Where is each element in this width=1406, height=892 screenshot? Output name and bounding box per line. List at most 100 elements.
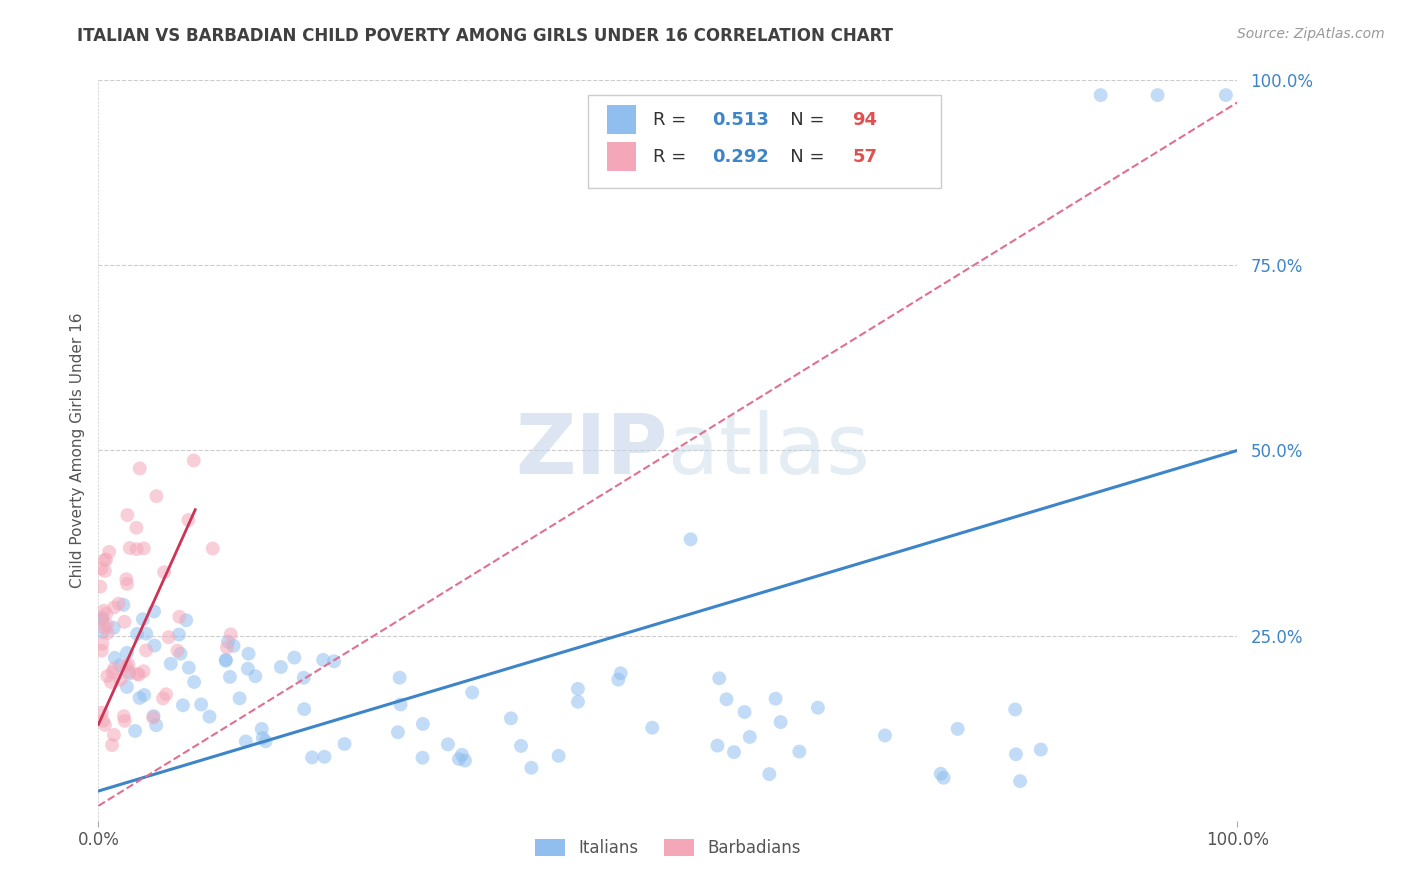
Point — [641, 721, 664, 735]
Point — [437, 737, 460, 751]
Point — [738, 730, 761, 744]
Point — [758, 767, 780, 781]
Point — [124, 723, 146, 738]
Point — [607, 673, 630, 687]
Point — [128, 667, 150, 681]
Point — [520, 761, 543, 775]
Point — [114, 714, 136, 728]
Point — [128, 461, 150, 475]
Y-axis label: Child Poverty Among Girls Under 16: Child Poverty Among Girls Under 16 — [69, 313, 84, 588]
Point — [159, 657, 181, 671]
Point — [90, 643, 112, 657]
Point — [228, 691, 250, 706]
Point — [217, 634, 239, 648]
Point — [91, 714, 114, 728]
Point — [1029, 742, 1052, 756]
Point — [135, 643, 157, 657]
Text: 0.513: 0.513 — [713, 111, 769, 128]
Point — [215, 653, 238, 667]
Point — [145, 489, 167, 503]
Text: 57: 57 — [852, 147, 877, 166]
Text: Source: ZipAtlas.com: Source: ZipAtlas.com — [1237, 27, 1385, 41]
Point — [91, 706, 114, 720]
Legend: Italians, Barbadians: Italians, Barbadians — [529, 832, 807, 864]
Point — [115, 680, 138, 694]
Point — [98, 545, 121, 559]
Point — [115, 646, 138, 660]
Point — [103, 621, 125, 635]
Point — [388, 671, 411, 685]
FancyBboxPatch shape — [607, 143, 636, 170]
Point — [153, 565, 176, 579]
Point — [142, 709, 165, 723]
Point — [215, 654, 238, 668]
Point — [929, 766, 952, 780]
Point — [567, 681, 589, 696]
Point — [174, 613, 197, 627]
Point — [115, 572, 138, 586]
Point — [125, 521, 148, 535]
Point — [107, 597, 129, 611]
Point — [873, 729, 896, 743]
Point — [115, 659, 138, 673]
Point — [96, 669, 118, 683]
Point — [115, 577, 138, 591]
Point — [143, 604, 166, 618]
Point — [499, 711, 522, 725]
FancyBboxPatch shape — [607, 105, 636, 134]
Point — [215, 640, 238, 655]
Point — [89, 580, 111, 594]
Point — [135, 626, 157, 640]
Point — [118, 665, 141, 679]
Point — [91, 613, 114, 627]
Point — [245, 669, 267, 683]
Point — [765, 691, 787, 706]
Point — [461, 685, 484, 699]
FancyBboxPatch shape — [588, 95, 941, 187]
Point — [1005, 747, 1028, 762]
Point — [183, 453, 205, 467]
Point — [609, 666, 631, 681]
Point — [169, 647, 191, 661]
Point — [270, 660, 292, 674]
Point — [1146, 88, 1168, 103]
Point — [387, 725, 409, 739]
Point — [118, 666, 141, 681]
Point — [91, 637, 114, 651]
Point — [734, 705, 756, 719]
Point — [112, 598, 135, 612]
Point — [145, 718, 167, 732]
Point — [94, 718, 117, 732]
Point — [314, 749, 336, 764]
Point — [157, 630, 180, 644]
Point — [90, 613, 112, 627]
Point — [100, 675, 122, 690]
Point — [389, 698, 412, 712]
Point — [1090, 88, 1112, 103]
Point — [172, 698, 194, 713]
Point — [132, 612, 155, 626]
Point — [250, 722, 273, 736]
Point — [1010, 774, 1032, 789]
Point — [412, 750, 434, 764]
Point — [103, 662, 125, 676]
Point — [152, 691, 174, 706]
Text: ZIP: ZIP — [516, 410, 668, 491]
Text: 94: 94 — [852, 111, 877, 128]
Text: ITALIAN VS BARBADIAN CHILD POVERTY AMONG GIRLS UNDER 16 CORRELATION CHART: ITALIAN VS BARBADIAN CHILD POVERTY AMONG… — [77, 27, 893, 45]
Point — [101, 665, 124, 679]
Point — [114, 615, 136, 629]
Point — [312, 653, 335, 667]
Point — [132, 665, 155, 679]
Point — [117, 508, 139, 522]
Point — [219, 627, 242, 641]
Text: 0.292: 0.292 — [713, 147, 769, 166]
Point — [323, 654, 346, 668]
Point — [142, 710, 165, 724]
Point — [706, 739, 728, 753]
Point — [769, 714, 792, 729]
Point — [93, 553, 115, 567]
Point — [787, 745, 810, 759]
Point — [103, 728, 125, 742]
Point — [252, 731, 274, 745]
